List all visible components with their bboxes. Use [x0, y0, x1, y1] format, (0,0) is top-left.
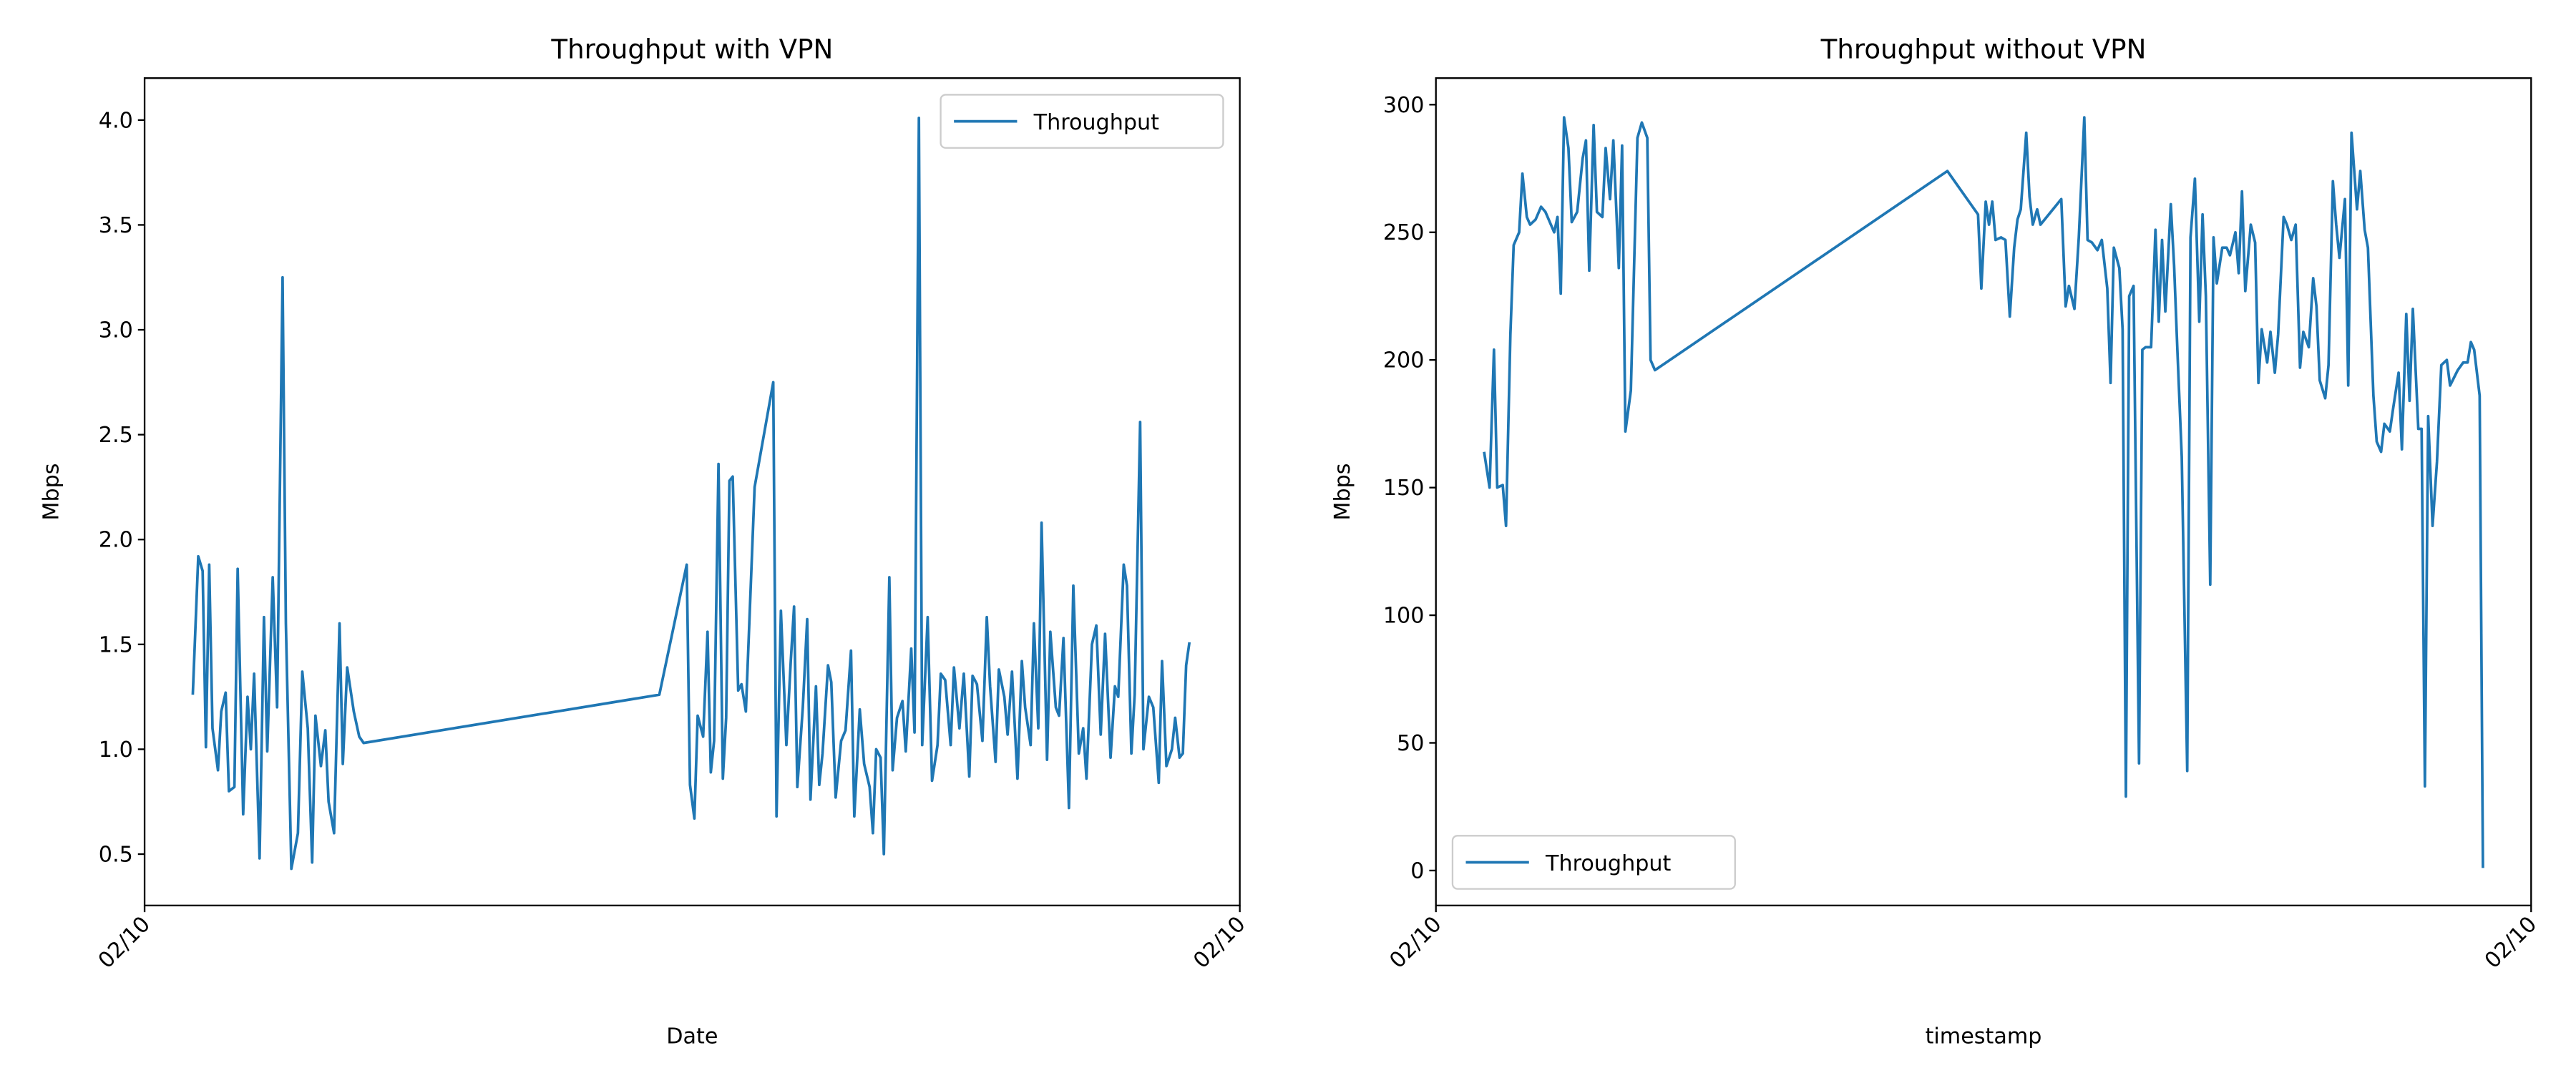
plot-area — [191, 117, 1191, 871]
y-tick-label: 200 — [1383, 348, 1425, 373]
subplot-title: Throughput without VPN — [1820, 34, 2147, 64]
y-tick-label: 0.5 — [99, 842, 133, 867]
x-axis-label: timestamp — [1926, 1024, 2042, 1049]
y-tick-label: 50 — [1397, 731, 1424, 756]
plot-area — [1483, 116, 2484, 868]
legend-label: Throughput — [1545, 851, 1672, 876]
y-tick-label: 3.0 — [99, 318, 133, 343]
y-tick-label: 0 — [1410, 858, 1424, 883]
y-tick-label: 150 — [1383, 476, 1425, 501]
data-line — [1483, 116, 2484, 868]
legend: Throughput — [940, 94, 1224, 149]
y-axis-label: Mbps — [1330, 463, 1355, 520]
y-tick-label: 300 — [1383, 93, 1425, 118]
y-tick-label: 1.5 — [99, 632, 133, 657]
y-tick-label: 250 — [1383, 220, 1425, 245]
y-tick-label: 4.0 — [99, 108, 133, 133]
data-line — [191, 117, 1191, 871]
subplot-title: Throughput with VPN — [550, 34, 833, 64]
y-tick-label: 2.5 — [99, 423, 133, 448]
axes-frame — [1435, 77, 2532, 907]
y-tick-label: 3.5 — [99, 213, 133, 238]
legend: Throughput — [1451, 835, 1736, 890]
y-tick-label: 100 — [1383, 604, 1425, 629]
legend-box — [940, 94, 1224, 149]
x-axis-label: Date — [666, 1024, 718, 1049]
y-axis-label: Mbps — [39, 463, 64, 520]
axes-frame — [143, 77, 1241, 907]
y-tick-label: 2.0 — [99, 528, 133, 553]
legend-label: Throughput — [1033, 110, 1160, 135]
legend-box — [1451, 835, 1736, 890]
y-tick-label: 1.0 — [99, 738, 133, 763]
